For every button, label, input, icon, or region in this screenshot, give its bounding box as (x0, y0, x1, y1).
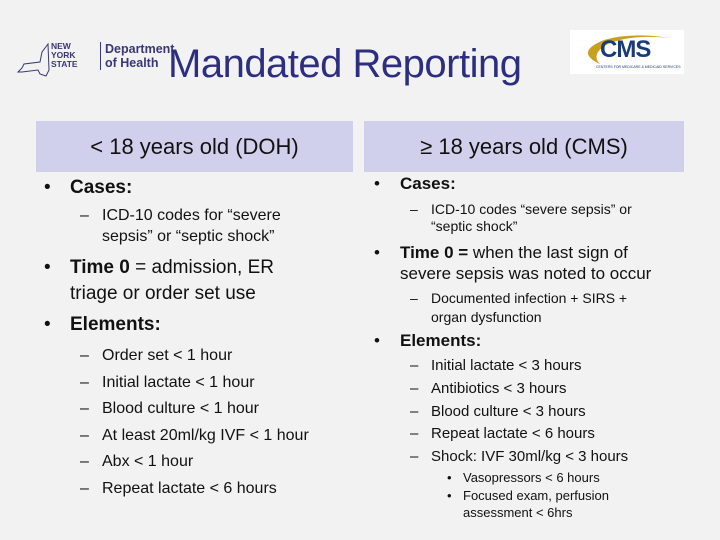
bullet-label: Elements: (400, 331, 482, 350)
bullet-label: Cases: (70, 177, 133, 198)
bullet-elements: • Elements: (44, 312, 161, 338)
list-item: – Order set < 1 hour (80, 347, 233, 364)
bullet-cases: • Cases: (44, 175, 132, 201)
list-item: • Focused exam, perfusion assessment < 6hr… (447, 487, 609, 521)
cms-logo-word: CMS (600, 36, 651, 63)
column-heading-doh: < 18 years old (DOH) (36, 121, 353, 172)
list-item: – At least 20ml/kg IVF < 1 hour (80, 426, 309, 444)
sub-bullet-text: ICD-10 codes for “severe sepsis” or “sept… (102, 207, 281, 245)
cms-logo-subtitle: CENTERS FOR MEDICARE & MEDICAID SERVICES (596, 65, 681, 69)
nys-doh-logo: NEW YORK STATE Department of Health (16, 40, 174, 80)
list-item: – Blood culture < 3 hours (410, 402, 586, 420)
sub-bullet-text: Documented infection + SIRS + organ dysfu… (431, 290, 628, 325)
bullet-elements: • Elements: (374, 331, 482, 350)
sub-bullet-time0: – Documented infection + SIRS + organ dysf… (410, 290, 628, 325)
bullet-time0: • Time 0 = when the last sign of severe se… (374, 243, 652, 283)
list-item: – Initial lactate < 3 hours (410, 357, 582, 374)
list-item: – Antibiotics < 3 hours (410, 379, 567, 397)
column-heading-cms: ≥ 18 years old (CMS) (364, 121, 684, 172)
list-item: – Repeat lactate < 6 hours (410, 425, 595, 443)
list-item: – Abx < 1 hour (80, 453, 194, 470)
sub-bullet-cases: – ICD-10 codes for “severe sepsis” or “sep… (80, 207, 281, 245)
cms-swoosh-icon (587, 35, 670, 64)
logo-text: Department (105, 42, 175, 56)
bullet-label: Cases: (400, 174, 456, 193)
logo-text: NEW (51, 41, 71, 51)
list-item: – Repeat lactate < 6 hours (80, 479, 277, 497)
list-item: – Shock: IVF 30ml/kg < 3 hours (410, 448, 629, 466)
ny-state-outline-icon (16, 42, 50, 77)
sub-bullet-cases: – ICD-10 codes “severe sepsis” or “septic … (410, 201, 632, 234)
elements-list-cms: – Initial lactate < 3 hours – Antibiotics … (410, 355, 628, 469)
sub-bullet-text: ICD-10 codes “severe sepsis” or “septic s… (431, 201, 632, 234)
cms-logo: CMS CENTERS FOR MEDICARE & MEDICAID SERV… (570, 30, 684, 74)
bullet-text: Time 0 = when the last sign of severe sep… (400, 243, 652, 283)
bullet-cases: • Cases: (374, 174, 456, 193)
slide-title: Mandated Reporting (168, 42, 522, 86)
list-item: – Initial lactate < 1 hour (80, 373, 255, 391)
logo-text: STATE (51, 59, 78, 69)
shock-sub-list: • Vasopressors < 6 hours • Focused exam, p… (447, 469, 609, 522)
bullet-label: Elements: (70, 314, 161, 335)
logo-text: of Health (105, 56, 159, 70)
bullet-text: Time 0 = admission, ER triage or order se… (70, 257, 275, 304)
elements-list-doh: – Order set < 1 hour – Initial lactate < 1… (80, 343, 309, 502)
list-item: • Vasopressors < 6 hours (447, 470, 600, 485)
list-item: – Blood culture < 1 hour (80, 400, 259, 417)
logo-text: YORK (51, 50, 76, 60)
bullet-time0: • Time 0 = admission, ER triage or order s… (44, 255, 274, 307)
